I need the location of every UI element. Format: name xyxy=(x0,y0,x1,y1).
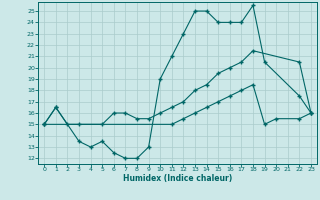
X-axis label: Humidex (Indice chaleur): Humidex (Indice chaleur) xyxy=(123,174,232,183)
